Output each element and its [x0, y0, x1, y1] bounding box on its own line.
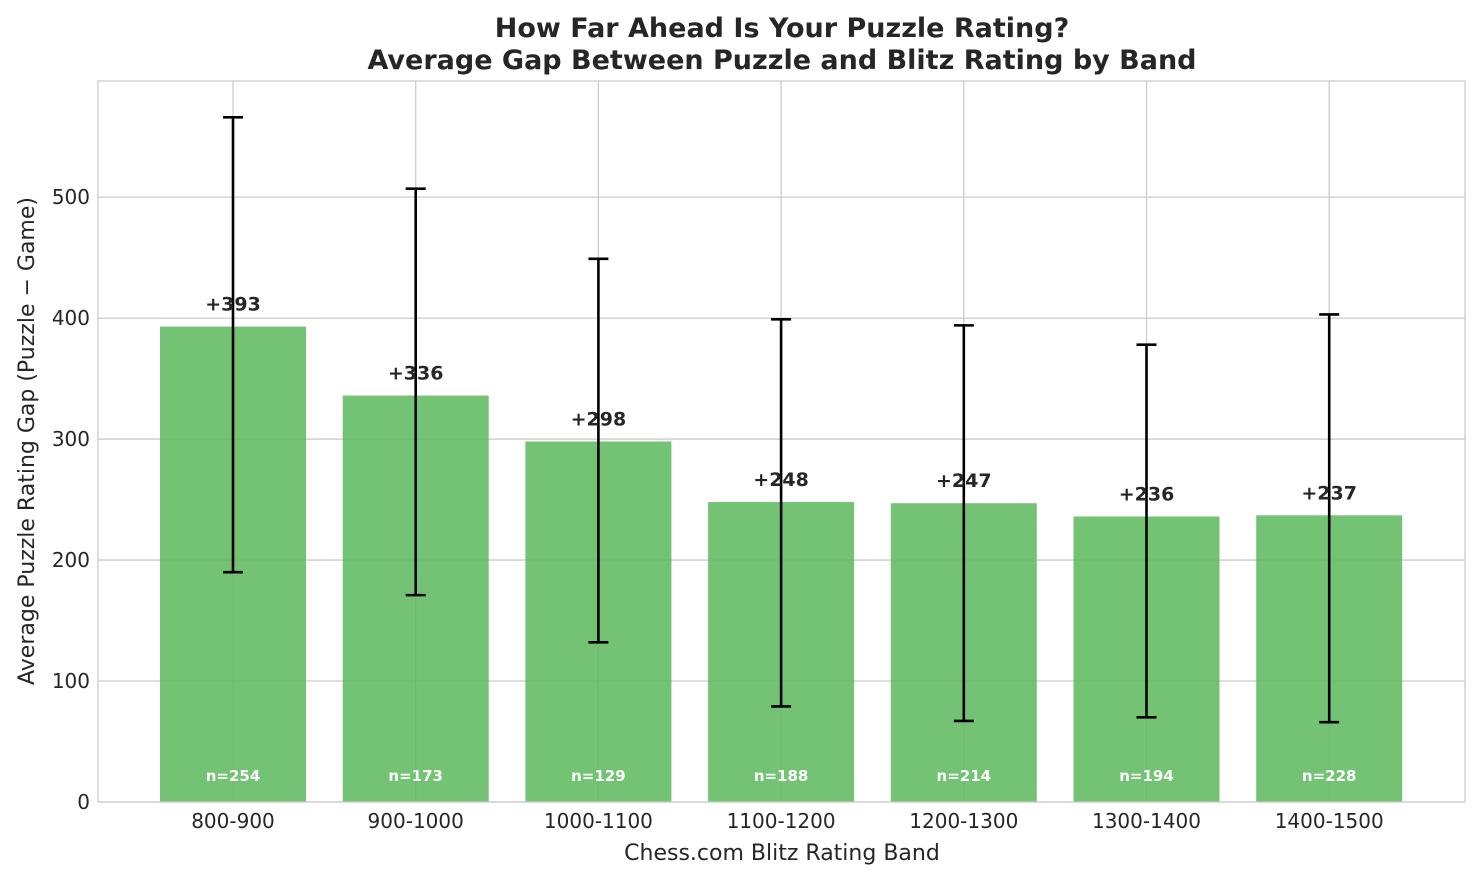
n-label-1300-1400: n=194 [1119, 767, 1174, 785]
chart-title-line-2: Average Gap Between Puzzle and Blitz Rat… [368, 45, 1197, 76]
y-tick-label: 200 [52, 548, 90, 572]
n-label-900-1000: n=173 [388, 767, 443, 785]
n-label-1100-1200: n=188 [754, 767, 809, 785]
error-bars [223, 115, 1340, 724]
error-bar-1100-1200 [771, 318, 792, 708]
value-label-1200-1300: +247 [936, 470, 992, 492]
y-tick-label: 300 [52, 427, 90, 451]
error-bar-900-1000 [405, 187, 426, 597]
error-bar-1200-1300 [953, 324, 974, 723]
value-label-1000-1100: +298 [571, 409, 627, 431]
y-tick-label: 500 [52, 185, 90, 209]
bars [160, 326, 1403, 802]
error-bar-1300-1400 [1136, 343, 1157, 719]
x-tick-label-1300-1400: 1300-1400 [1092, 809, 1201, 833]
value-label-800-900: +393 [205, 294, 261, 316]
tick-labels: 0 100 200 300 400 500 800-900 900-1000 1000-1100… [52, 185, 1384, 833]
value-label-1100-1200: +248 [753, 469, 809, 491]
y-axis-label: Average Puzzle Rating Gap (Puzzle − Game… [15, 197, 40, 685]
y-tick-label: 0 [77, 790, 90, 814]
n-label-1400-1500: n=228 [1302, 767, 1357, 785]
y-tick-label: 100 [52, 669, 90, 693]
chart-title-line-1: How Far Ahead Is Your Puzzle Rating? [495, 13, 1070, 44]
value-label-900-1000: +336 [388, 363, 444, 385]
value-label-1300-1400: +236 [1119, 484, 1175, 506]
x-tick-label-900-1000: 900-1000 [368, 809, 464, 833]
n-label-1200-1300: n=214 [937, 767, 992, 785]
value-label-1400-1500: +237 [1301, 482, 1357, 504]
plot-frame [97, 80, 1466, 803]
error-bar-800-900 [223, 115, 243, 574]
n-label-1000-1100: n=129 [571, 767, 626, 785]
x-tick-label-1200-1300: 1200-1300 [909, 809, 1018, 833]
x-tick-label-1100-1200: 1100-1200 [727, 809, 836, 833]
y-tick-label: 400 [52, 306, 90, 330]
n-label-800-900: n=254 [206, 767, 261, 785]
x-axis-label: Chess.com Blitz Rating Band [624, 841, 940, 866]
error-bar-1000-1100 [588, 257, 609, 644]
data-labels: +393 n=254 +336 n=173 +298 n=129 +248 n=188 +247… [205, 294, 1357, 785]
error-bar-1400-1500 [1319, 313, 1340, 724]
x-tick-label-1000-1100: 1000-1100 [544, 809, 653, 833]
x-tick-label-1400-1500: 1400-1500 [1275, 809, 1384, 833]
x-tick-label-800-900: 800-900 [191, 809, 275, 833]
